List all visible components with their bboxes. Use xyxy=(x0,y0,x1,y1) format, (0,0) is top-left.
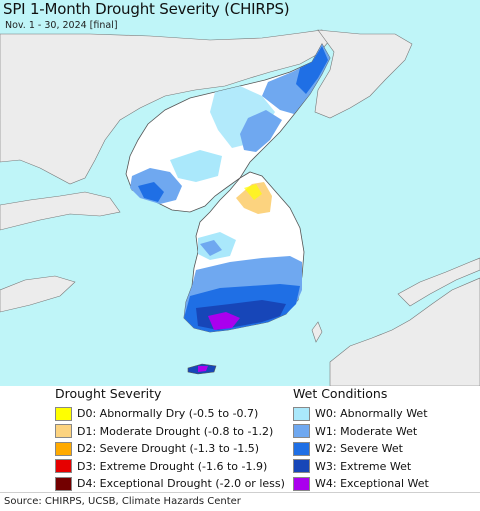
legend-label-w0: W0: Abnormally Wet xyxy=(315,407,428,421)
legend-swatch-d0 xyxy=(55,406,72,421)
nk-severe-wet-northeast xyxy=(296,46,328,94)
wet-legend-heading: Wet Conditions xyxy=(293,386,388,401)
legend-label-d0: D0: Abnormally Dry (-0.5 to -0.7) xyxy=(77,407,259,421)
sk-exceptional-wet xyxy=(208,312,240,330)
japan-honshu-west xyxy=(397,257,480,307)
legend-label-w1: W1: Moderate Wet xyxy=(315,424,418,438)
legend: Drought Severity D0: Abnormally Dry (-0.… xyxy=(0,386,480,492)
legend-label-d4: D4: Exceptional Drought (-2.0 or less) xyxy=(77,477,285,491)
legend-swatch-w2 xyxy=(293,441,310,456)
japan-kyushu xyxy=(329,277,480,386)
legend-swatch-d4 xyxy=(55,476,72,491)
nk-severe-wet-west xyxy=(138,182,164,202)
legend-item-d4: D4: Exceptional Drought (-2.0 or less) xyxy=(55,475,285,493)
legend-label-d2: D2: Severe Drought (-1.3 to -1.5) xyxy=(77,442,260,456)
tsushima xyxy=(311,321,323,343)
legend-item-w1: W1: Moderate Wet xyxy=(293,423,429,441)
legend-label-d1: D1: Moderate Drought (-0.8 to -1.2) xyxy=(77,424,274,438)
legend-swatch-w4 xyxy=(293,476,310,491)
legend-swatch-w0 xyxy=(293,406,310,421)
drought-legend: Drought Severity D0: Abnormally Dry (-0.… xyxy=(55,386,285,493)
wet-legend: Wet Conditions W0: Abnormally Wet W1: Mo… xyxy=(293,386,429,493)
legend-swatch-d3 xyxy=(55,459,72,474)
russia-landmass xyxy=(314,29,413,119)
legend-label-d3: D3: Extreme Drought (-1.6 to -1.9) xyxy=(77,459,268,473)
legend-swatch-w1 xyxy=(293,424,310,439)
drought-legend-heading: Drought Severity xyxy=(55,386,162,401)
legend-label-w3: W3: Extreme Wet xyxy=(315,459,412,473)
china-coast xyxy=(0,191,121,231)
nk-moderate-wet-east xyxy=(240,110,282,152)
source-footer: Source: CHIRPS, UCSB, Climate Hazards Ce… xyxy=(0,492,480,511)
source-text: Source: CHIRPS, UCSB, Climate Hazards Ce… xyxy=(4,496,241,507)
legend-item-d1: D1: Moderate Drought (-0.8 to -1.2) xyxy=(55,423,285,441)
legend-item-d3: D3: Extreme Drought (-1.6 to -1.9) xyxy=(55,458,285,476)
legend-item-w3: W3: Extreme Wet xyxy=(293,458,429,476)
map-subtitle: Nov. 1 - 30, 2024 [final] xyxy=(5,20,118,31)
legend-swatch-d1 xyxy=(55,424,72,439)
china-landmass xyxy=(0,29,331,185)
jeju-exceptional-wet xyxy=(198,366,208,372)
legend-swatch-d2 xyxy=(55,441,72,456)
legend-item-d0: D0: Abnormally Dry (-0.5 to -0.7) xyxy=(55,405,285,423)
nk-abnormal-wet-mid xyxy=(170,150,222,182)
legend-label-w2: W2: Severe Wet xyxy=(315,442,403,456)
drought-map xyxy=(0,0,480,386)
shandong xyxy=(0,275,76,313)
sk-moderate-wet-west xyxy=(200,240,222,256)
legend-item-w2: W2: Severe Wet xyxy=(293,440,429,458)
map-title: SPI 1-Month Drought Severity (CHIRPS) xyxy=(3,0,290,18)
legend-swatch-w3 xyxy=(293,459,310,474)
sk-abnormal-dry xyxy=(244,184,262,200)
legend-item-w0: W0: Abnormally Wet xyxy=(293,405,429,423)
legend-item-w4: W4: Exceptional Wet xyxy=(293,475,429,493)
legend-item-d2: D2: Severe Drought (-1.3 to -1.5) xyxy=(55,440,285,458)
legend-label-w4: W4: Exceptional Wet xyxy=(315,477,429,491)
